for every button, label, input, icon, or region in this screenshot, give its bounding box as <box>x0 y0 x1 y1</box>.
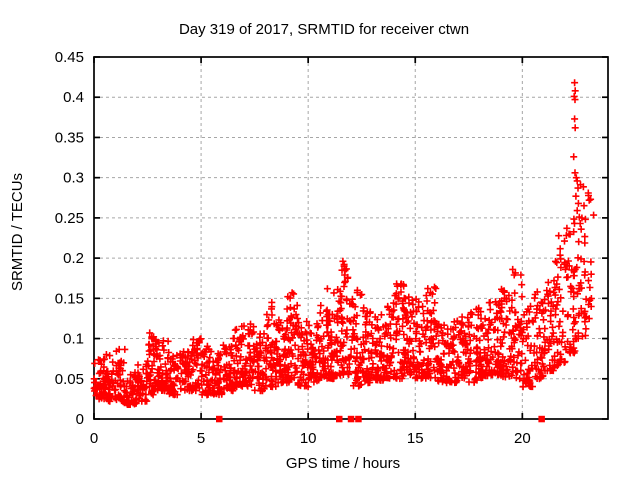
y-axis-label: SRMTID / TECUs <box>9 173 26 291</box>
zero-flag-marker <box>216 415 223 423</box>
y-tick-label: 0.15 <box>55 290 84 307</box>
zero-flag-markers <box>216 415 545 423</box>
y-tick-label: 0.2 <box>63 250 84 267</box>
y-tick-label: 0 <box>76 411 84 428</box>
zero-flag-marker <box>336 415 343 423</box>
y-tick-label: 0.3 <box>63 170 84 187</box>
y-tick-label: 0.05 <box>55 371 84 388</box>
zero-flag-marker <box>355 415 362 423</box>
x-tick-label: 0 <box>90 430 98 447</box>
zero-flag-marker <box>347 415 355 423</box>
x-tick-label: 20 <box>514 430 531 447</box>
tick-labels: 0 5 10 15 20 0 0.05 0.1 0.15 0.2 0.25 0.3 0.35 0.4 0.4… <box>55 49 531 447</box>
x-axis-label: GPS time / hours <box>286 455 400 472</box>
x-tick-label: 5 <box>197 430 205 447</box>
zero-flag-marker <box>538 415 545 423</box>
x-tick-label: 15 <box>407 430 424 447</box>
y-tick-label: 0.35 <box>55 129 84 146</box>
chart-title: Day 319 of 2017, SRMTID for receiver ctw… <box>179 21 469 38</box>
y-tick-label: 0.25 <box>55 210 84 227</box>
y-tick-label: 0.4 <box>63 89 84 106</box>
y-tick-label: 0.1 <box>63 331 84 348</box>
scatter-points <box>90 79 598 408</box>
x-tick-label: 10 <box>300 430 317 447</box>
y-tick-label: 0.45 <box>55 49 84 66</box>
